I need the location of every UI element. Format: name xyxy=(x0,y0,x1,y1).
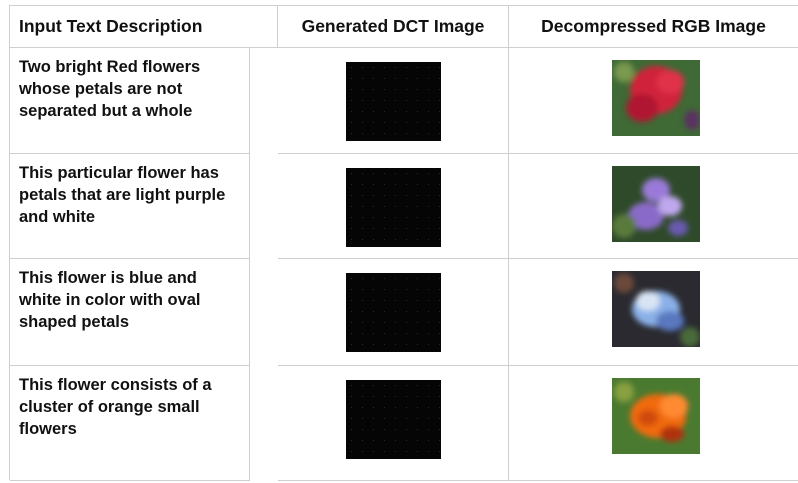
description: This particular flower has petals that a… xyxy=(10,154,250,259)
description: This flower consists of a cluster of ora… xyxy=(10,366,250,481)
dct-cell xyxy=(278,48,509,154)
dct-cell xyxy=(278,154,509,259)
dct-image xyxy=(346,380,441,459)
rgb-image xyxy=(612,166,700,242)
dct-image xyxy=(346,62,441,141)
dct-cell xyxy=(278,259,509,366)
page: Input Text DescriptionGenerated DCT Imag… xyxy=(0,0,798,483)
column-header: Input Text Description xyxy=(10,6,278,48)
column-header: Generated DCT Image xyxy=(278,6,509,48)
description: This flower is blue and white in color w… xyxy=(10,259,250,366)
rgb-cell xyxy=(509,48,798,154)
column-header: Decompressed RGB Image xyxy=(509,6,798,48)
description: Two bright Red flowers whose petals are … xyxy=(10,48,250,154)
rgb-cell xyxy=(509,154,798,259)
rgb-cell xyxy=(509,366,798,481)
rgb-image xyxy=(612,378,700,454)
dct-image xyxy=(346,273,441,352)
rgb-image xyxy=(612,271,700,347)
dct-cell xyxy=(278,366,509,481)
rgb-image xyxy=(612,60,700,136)
rgb-cell xyxy=(509,259,798,366)
dct-image xyxy=(346,168,441,247)
